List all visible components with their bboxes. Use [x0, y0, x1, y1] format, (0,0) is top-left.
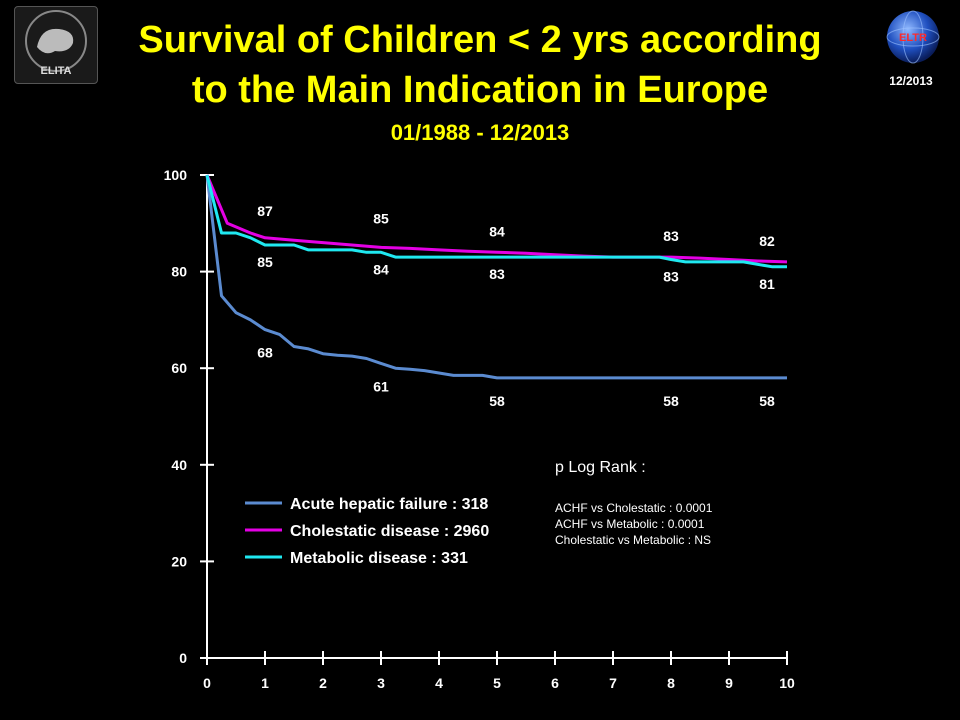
x-tick-label: 0: [203, 675, 211, 691]
globe-icon: ELTR: [886, 10, 940, 64]
data-label: 61: [373, 378, 389, 394]
legend-label-1: Cholestatic disease : 2960: [290, 523, 489, 540]
data-label: 85: [257, 254, 273, 270]
x-tick-label: 6: [551, 675, 559, 691]
log-rank-title: p Log Rank :: [555, 459, 646, 476]
log-rank-line: ACHF vs Cholestatic : 0.0001: [555, 501, 713, 515]
data-label: 58: [759, 393, 775, 409]
data-label: 83: [663, 269, 679, 285]
y-tick-label: 100: [164, 167, 188, 183]
page-subtitle: 01/1988 - 12/2013: [390, 120, 570, 145]
data-label: 85: [373, 210, 389, 226]
y-tick-label: 40: [171, 457, 187, 473]
data-label: 58: [663, 393, 679, 409]
x-tick-label: 1: [261, 675, 269, 691]
x-tick-label: 3: [377, 675, 385, 691]
y-tick-label: 0: [179, 650, 187, 666]
data-labels: 87 85 84 83 82 85 84 83 83 81 68 61 58 58 58: [257, 203, 775, 409]
x-tick-label: 7: [609, 675, 617, 691]
page-title-line2: to the Main Indication in Europe: [191, 69, 769, 111]
y-tick-label: 20: [171, 553, 187, 569]
data-label: 87: [257, 203, 273, 219]
legend-label-0: Acute hepatic failure : 318: [290, 496, 488, 513]
eltr-wordmark: ELTR: [899, 32, 927, 44]
series-line-0: [205, 174, 787, 380]
data-label: 58: [489, 393, 505, 409]
data-label: 84: [489, 223, 505, 239]
x-tick-label: 9: [725, 675, 733, 691]
elita-logo: ELITA: [14, 6, 98, 84]
y-tick-label: 60: [171, 360, 187, 376]
axes: 0 20 40 60 80 100 0 1 2 3 4 5 6 7 8 9 10: [164, 167, 795, 691]
log-rank-annotation: p Log Rank : ACHF vs Cholestatic : 0.0001…: [555, 459, 713, 547]
series-lines: [205, 174, 788, 380]
data-label: 68: [257, 345, 273, 361]
x-tick-label: 5: [493, 675, 501, 691]
data-label: 81: [759, 276, 775, 292]
liver-icon: [25, 10, 87, 72]
elita-wordmark: ELITA: [40, 65, 72, 77]
eltr-logo: ELTR: [884, 8, 942, 66]
series-line-2: [205, 174, 787, 269]
x-tick-label: 4: [435, 675, 443, 691]
data-label: 83: [663, 228, 679, 244]
data-label: 82: [759, 233, 775, 249]
page-title-line1: Survival of Children < 2 yrs according: [138, 19, 822, 61]
y-tick-label: 80: [171, 264, 187, 280]
log-rank-line: ACHF vs Metabolic : 0.0001: [555, 517, 705, 531]
x-tick-label: 2: [319, 675, 327, 691]
x-tick-label: 8: [667, 675, 675, 691]
legend: Acute hepatic failure : 318 Cholestatic d…: [245, 496, 489, 567]
series-line-1: [205, 174, 788, 264]
data-label: 83: [489, 266, 505, 282]
date-badge: 12/2013: [889, 74, 933, 88]
data-label: 84: [373, 261, 389, 277]
legend-label-2: Metabolic disease : 331: [290, 550, 468, 567]
x-tick-label: 10: [779, 675, 795, 691]
log-rank-line: Cholestatic vs Metabolic : NS: [555, 533, 711, 547]
